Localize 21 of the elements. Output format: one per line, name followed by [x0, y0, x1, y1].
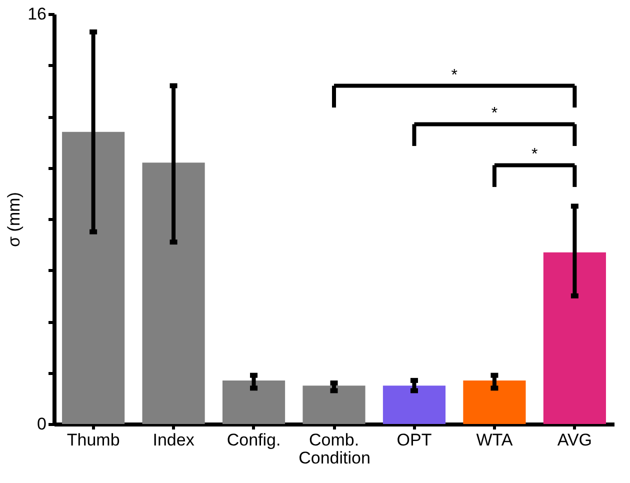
annotation: * — [531, 146, 538, 164]
x-tick-label: Comb. — [308, 430, 360, 450]
bar — [222, 380, 286, 424]
x-tick-label: WTA — [476, 430, 514, 450]
x-tick-label: Config. — [226, 430, 281, 450]
bar — [302, 386, 366, 424]
x-tick-label: Thumb — [66, 430, 120, 450]
bar — [543, 252, 606, 424]
y-axis-title: σ (mm) — [4, 192, 24, 247]
bar — [62, 132, 125, 424]
y-tick-label: 0 — [37, 414, 46, 434]
x-tick-label: OPT — [396, 430, 432, 450]
x-axis-title: Condition — [298, 448, 370, 468]
bar — [382, 386, 446, 424]
x-tick-label: Index — [152, 430, 195, 450]
y-tick-label: 16 — [28, 4, 46, 24]
bar — [142, 162, 205, 424]
annotation: * — [491, 105, 498, 122]
bar — [463, 380, 526, 424]
annotation: * — [451, 66, 458, 84]
x-tick-label: AVG — [557, 430, 592, 450]
